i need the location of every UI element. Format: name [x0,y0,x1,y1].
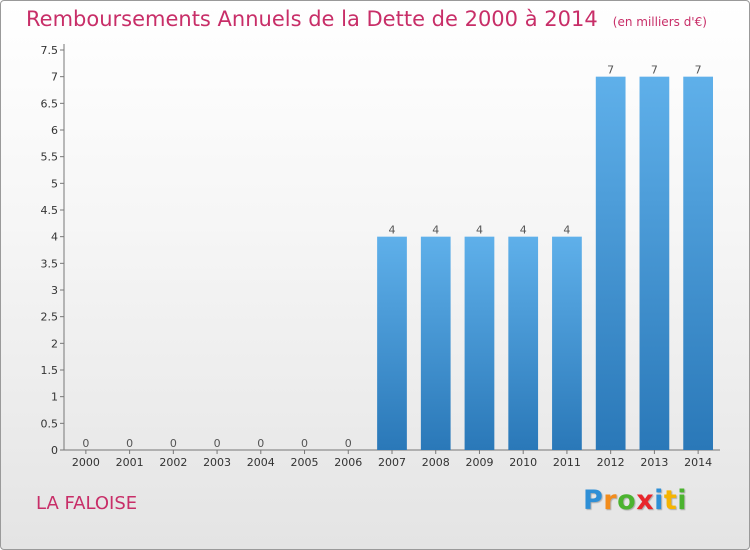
y-tick-label: 4 [51,231,58,244]
data-label: 4 [432,224,439,237]
x-tick-label: 2008 [422,456,450,469]
y-tick-label: 0.5 [41,417,59,430]
y-tick-label: 5.5 [41,151,59,164]
x-tick-label: 2001 [116,456,144,469]
data-label: 7 [651,64,658,77]
data-label: 0 [214,437,221,450]
x-tick-label: 2012 [597,456,625,469]
bar-2013 [639,76,670,451]
logo-letter: P [583,485,604,516]
bar-2010 [508,236,539,450]
x-tick-label: 2003 [203,456,231,469]
y-tick-label: 3.5 [41,257,59,270]
chart-unit-label: (en milliers d'€) [612,15,707,29]
data-label: 0 [345,437,352,450]
y-tick-label: 7.5 [41,44,59,57]
data-label: 0 [82,437,89,450]
proxiti-logo[interactable]: Proxiti [583,485,687,516]
x-tick-label: 2007 [378,456,406,469]
logo-letter: o [617,485,637,516]
x-tick-label: 2013 [640,456,668,469]
y-tick-label: 6 [51,124,58,137]
y-tick-label: 4.5 [41,204,59,217]
data-label: 4 [563,224,570,237]
y-tick-label: 2 [51,337,58,350]
logo-letter: r [603,485,618,516]
x-tick-label: 2014 [684,456,712,469]
chart-title-text: Remboursements Annuels de la Dette de 20… [26,7,598,31]
bar-2009 [464,236,495,450]
x-tick-label: 2006 [334,456,362,469]
x-tick-label: 2005 [291,456,319,469]
bar-2012 [595,76,626,451]
y-tick-label: 0 [51,444,58,457]
data-label: 4 [389,224,396,237]
x-tick-label: 2002 [159,456,187,469]
x-tick-label: 2004 [247,456,275,469]
y-tick-label: 1.5 [41,364,59,377]
data-label: 4 [476,224,483,237]
bar-2014 [683,76,714,451]
data-label: 0 [126,437,133,450]
logo-letter: i [654,485,664,516]
data-label: 0 [301,437,308,450]
bar-2011 [552,236,582,450]
bar-2008 [420,236,451,450]
logo-letter: x [636,485,655,516]
logo-letter: i [677,485,688,516]
y-tick-label: 5 [51,177,58,190]
x-tick-label: 2009 [465,456,493,469]
bar-2007 [377,236,407,450]
y-tick-label: 6.5 [41,97,59,110]
x-tick-label: 2010 [509,456,537,469]
data-label: 7 [607,64,614,77]
data-label: 0 [170,437,177,450]
x-tick-label: 2011 [553,456,581,469]
x-tick-label: 2000 [72,456,100,469]
y-tick-label: 1 [51,391,58,404]
commune-name: LA FALOISE [36,493,138,514]
y-tick-label: 3 [51,284,58,297]
data-label: 7 [695,64,702,77]
y-tick-label: 7 [51,71,58,84]
y-tick-label: 2.5 [41,311,59,324]
chart-title: Remboursements Annuels de la Dette de 20… [26,7,707,31]
data-label: 0 [257,437,264,450]
data-label: 4 [520,224,527,237]
logo-letter: t [663,485,678,516]
